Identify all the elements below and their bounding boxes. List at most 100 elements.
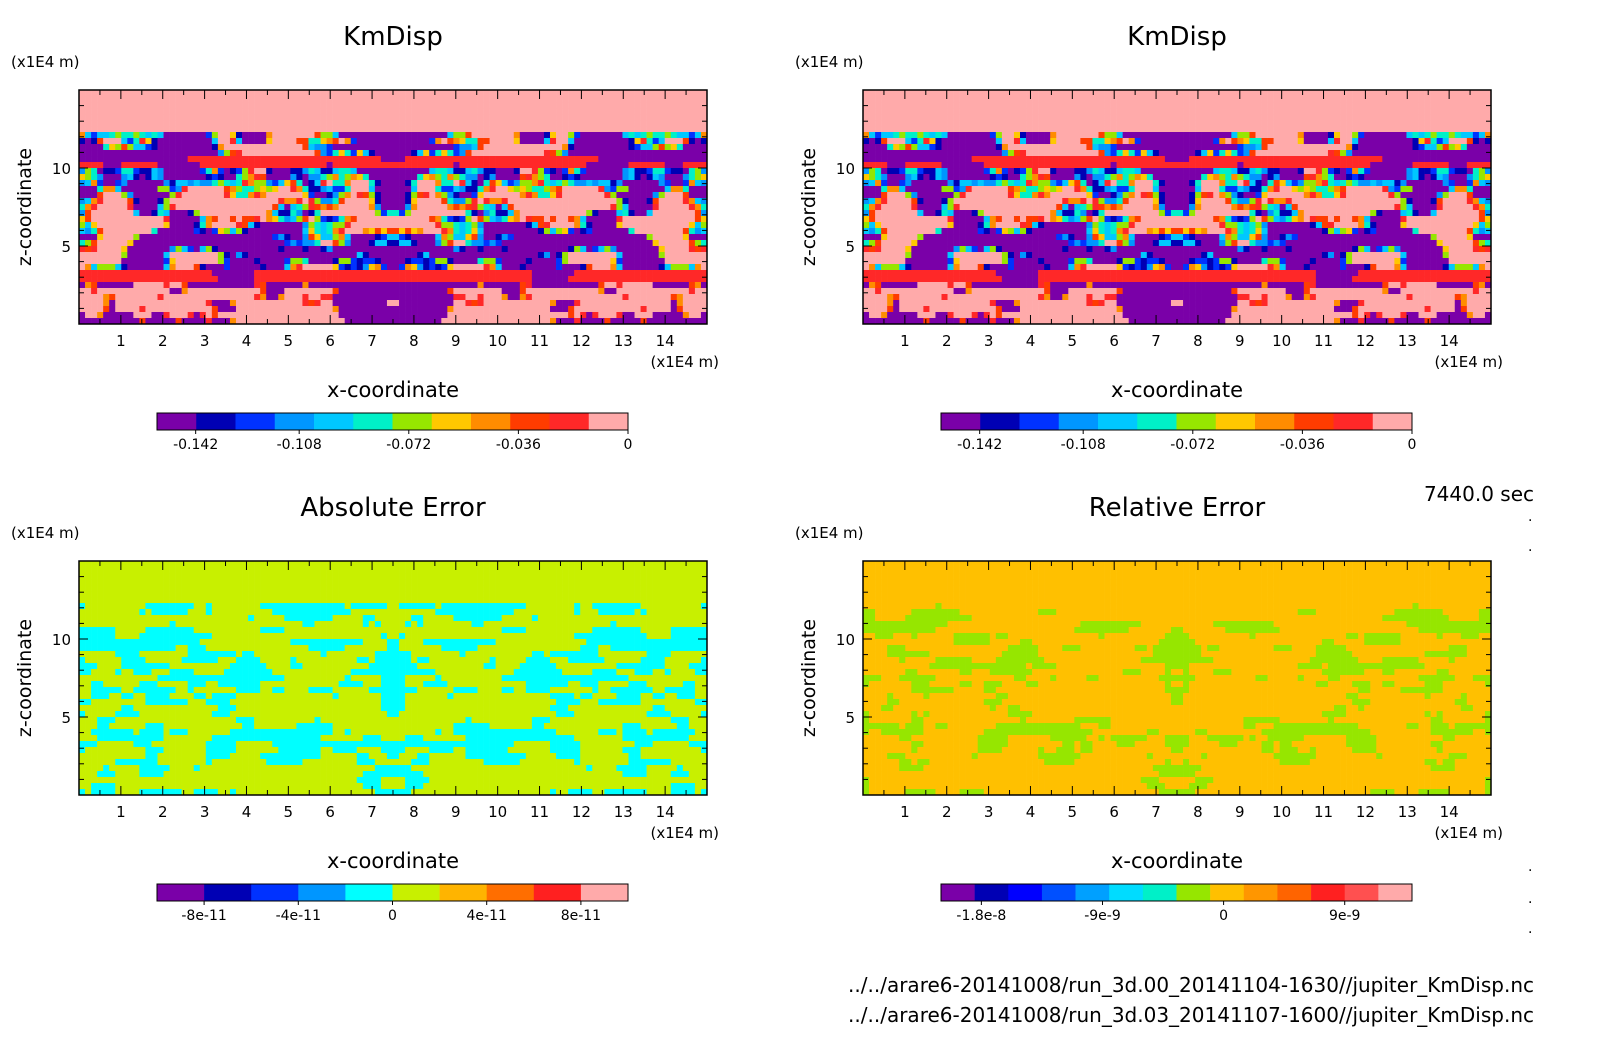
heatmap-cell <box>1473 96 1479 102</box>
heatmap-cell <box>284 288 290 294</box>
heatmap-cell <box>158 216 164 222</box>
heatmap-cell <box>423 114 429 120</box>
heatmap-cell <box>339 204 345 210</box>
heatmap-cell <box>417 132 423 138</box>
heatmap-cell <box>923 90 929 96</box>
heatmap-cell <box>526 306 532 312</box>
heatmap-cell <box>592 186 598 192</box>
heatmap-cell <box>1364 102 1370 108</box>
heatmap-cell <box>230 246 236 252</box>
heatmap-cell <box>1479 90 1485 96</box>
heatmap-cell <box>502 114 508 120</box>
heatmap-cell <box>103 294 109 300</box>
heatmap-cell <box>103 162 109 168</box>
heatmap-cell <box>562 96 568 102</box>
heatmap-cell <box>514 300 520 306</box>
heatmap-cell <box>905 90 911 96</box>
heatmap-cell <box>357 150 363 156</box>
heatmap-cell <box>133 156 139 162</box>
heatmap-cell <box>405 180 411 186</box>
heatmap-cell <box>375 180 381 186</box>
heatmap-cell <box>206 138 212 144</box>
heatmap-cell <box>278 240 284 246</box>
heatmap-cell <box>411 216 417 222</box>
heatmap-cell <box>212 300 218 306</box>
heatmap-cell <box>85 216 91 222</box>
heatmap-cell <box>405 126 411 132</box>
heatmap-cell <box>345 240 351 246</box>
heatmap-cell <box>1256 114 1262 120</box>
heatmap-cell <box>1165 132 1171 138</box>
heatmap-cell <box>170 306 176 312</box>
heatmap-cell <box>1274 96 1280 102</box>
heatmap-cell <box>1304 114 1310 120</box>
heatmap-cell <box>1346 90 1352 96</box>
heatmap-cell <box>671 282 677 288</box>
heatmap-cell <box>447 282 453 288</box>
heatmap-cell <box>647 132 653 138</box>
heatmap-cell <box>296 264 302 270</box>
heatmap-cell <box>242 126 248 132</box>
heatmap-cell <box>97 222 103 228</box>
heatmap-cell <box>677 192 683 198</box>
heatmap-cell <box>653 306 659 312</box>
heatmap-cell <box>399 168 405 174</box>
heatmap-cell <box>411 264 417 270</box>
heatmap-cell <box>272 282 278 288</box>
heatmap-cell <box>236 288 242 294</box>
heatmap-cell <box>315 294 321 300</box>
heatmap-cell <box>278 138 284 144</box>
heatmap-cell <box>345 90 351 96</box>
heatmap-cell <box>1117 90 1123 96</box>
heatmap-cell <box>188 114 194 120</box>
heatmap-cell <box>514 288 520 294</box>
heatmap-cell <box>641 186 647 192</box>
heatmap-cell <box>218 312 224 318</box>
heatmap-cell <box>308 114 314 120</box>
heatmap-cell <box>1020 108 1026 114</box>
heatmap-cell <box>170 264 176 270</box>
heatmap-cell <box>236 210 242 216</box>
heatmap-cell <box>671 192 677 198</box>
heatmap-cell <box>556 156 562 162</box>
heatmap-cell <box>308 102 314 108</box>
heatmap-cell <box>610 240 616 246</box>
heatmap-cell <box>1394 120 1400 126</box>
heatmap-cell <box>230 228 236 234</box>
heatmap-cell <box>405 174 411 180</box>
heatmap-cell <box>308 126 314 132</box>
heatmap-cell <box>393 180 399 186</box>
heatmap-cell <box>586 102 592 108</box>
heatmap-cell <box>109 288 115 294</box>
heatmap-cell <box>381 228 387 234</box>
heatmap-cell <box>182 150 188 156</box>
heatmap-cell <box>321 216 327 222</box>
heatmap-cell <box>1002 114 1008 120</box>
heatmap-cell <box>520 180 526 186</box>
heatmap-cell <box>459 114 465 120</box>
heatmap-cell <box>1117 108 1123 114</box>
heatmap-cell <box>447 240 453 246</box>
heatmap-cell <box>899 114 905 120</box>
heatmap-cell <box>206 264 212 270</box>
heatmap-cell <box>695 282 701 288</box>
heatmap-cell <box>598 294 604 300</box>
heatmap-cell <box>333 168 339 174</box>
heatmap-cell <box>85 258 91 264</box>
heatmap-cell <box>272 150 278 156</box>
heatmap-cell <box>1159 90 1165 96</box>
heatmap-cell <box>532 144 538 150</box>
heatmap-cell <box>164 288 170 294</box>
heatmap-cell <box>363 252 369 258</box>
heatmap-cell <box>538 108 544 114</box>
heatmap-cell <box>1304 96 1310 102</box>
heatmap-cell <box>990 96 996 102</box>
heatmap-cell <box>260 144 266 150</box>
heatmap-cell <box>1334 114 1340 120</box>
heatmap-cell <box>677 102 683 108</box>
heatmap-cell <box>514 282 520 288</box>
heatmap-cell <box>254 96 260 102</box>
heatmap-cell <box>133 144 139 150</box>
colorbar-swatch <box>393 413 433 430</box>
colorbar-tick-label: -0.142 <box>173 437 218 453</box>
